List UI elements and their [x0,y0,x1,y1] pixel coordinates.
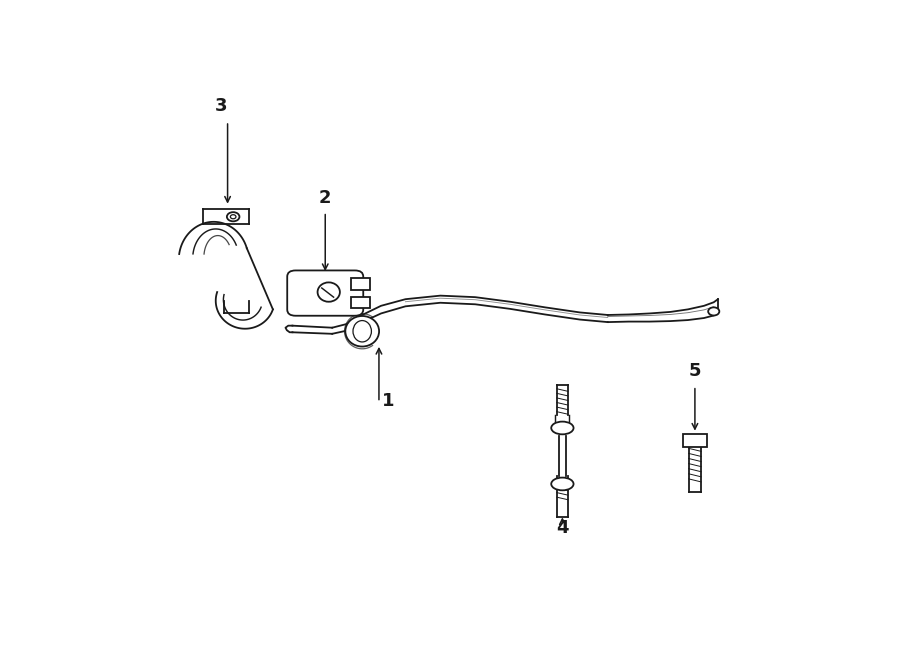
Text: 5: 5 [688,362,701,379]
FancyBboxPatch shape [351,297,370,308]
Text: 3: 3 [214,97,227,115]
Ellipse shape [318,282,340,301]
Text: 1: 1 [382,392,394,410]
Ellipse shape [551,422,573,434]
Circle shape [227,212,239,221]
FancyBboxPatch shape [683,434,706,447]
FancyBboxPatch shape [287,270,364,316]
Text: 2: 2 [319,188,331,207]
Circle shape [708,307,719,315]
Text: 4: 4 [556,520,569,537]
Ellipse shape [346,316,379,346]
FancyBboxPatch shape [351,278,370,290]
Ellipse shape [551,478,573,490]
